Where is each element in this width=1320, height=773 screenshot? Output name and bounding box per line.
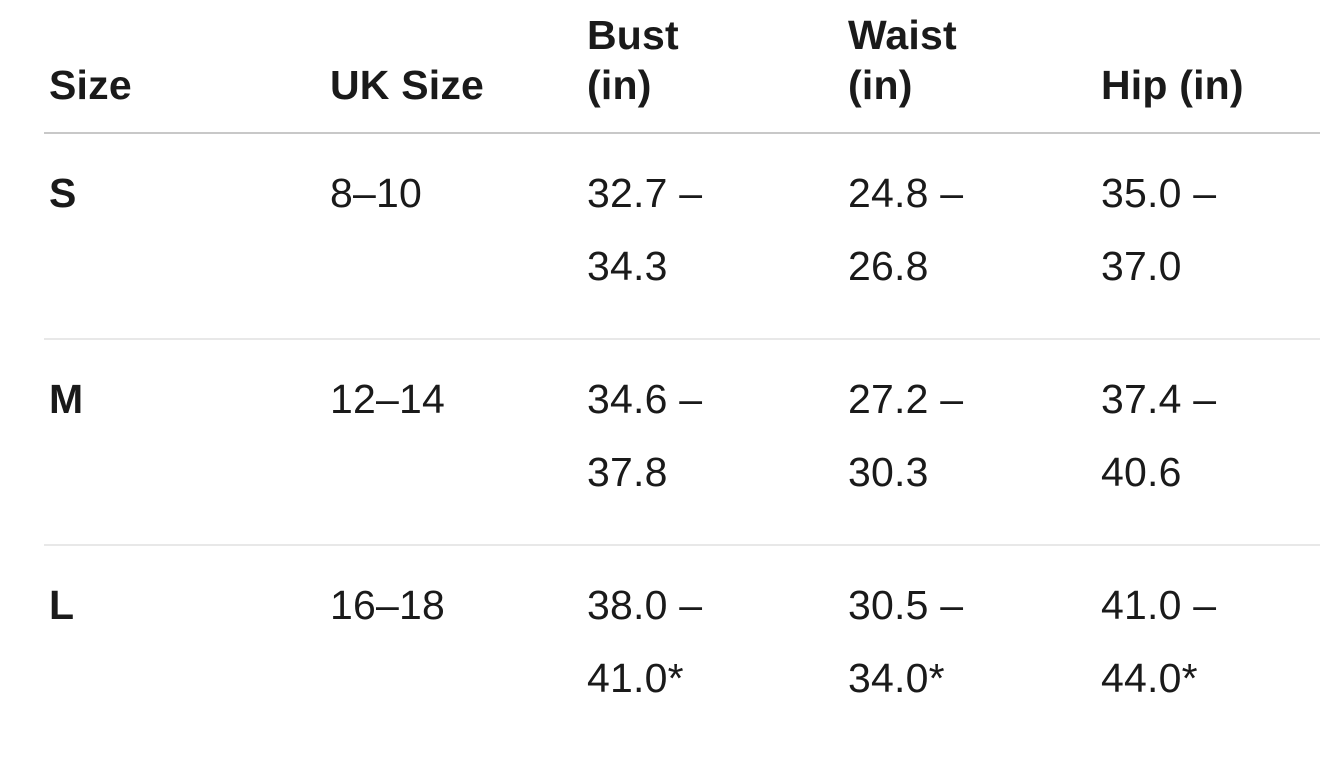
size-chart-table: Size UK Size Bust (in) Waist (in) Hip (i… xyxy=(44,0,1320,750)
cell-hip-s: 35.0 – 37.0 xyxy=(1101,170,1217,289)
cell-bust-s: 32.7 – 34.3 xyxy=(587,170,703,289)
cell-hip-m: 37.4 – 40.6 xyxy=(1096,338,1320,545)
cell-uk-size-l: 16–18 xyxy=(325,544,582,750)
cell-waist-l: 30.5 – 34.0* xyxy=(843,544,1096,750)
header-cell-bust: Bust (in) xyxy=(582,0,843,134)
header-row: Size UK Size Bust (in) Waist (in) Hip (i… xyxy=(44,0,1320,134)
cell-size-s: S xyxy=(49,170,77,216)
cell-bust-m: 34.6 – 37.8 xyxy=(582,338,843,545)
cell-size-l: L xyxy=(44,544,325,750)
size-chart-body: S 8–10 32.7 – 34.3 24.8 – 26.8 35.0 – 37… xyxy=(44,133,1320,750)
cell-uk-size-s: 8–10 xyxy=(330,170,423,216)
cell-bust-l: 38.0 – 41.0* xyxy=(582,544,843,750)
cell-waist-m: 27.2 – 30.3 xyxy=(843,338,1096,545)
header-cell-hip: Hip (in) xyxy=(1096,0,1320,134)
table-row-m: M 12–14 34.6 – 37.8 27.2 – 30.3 37.4 – 4… xyxy=(44,338,1320,545)
table-row-l: L 16–18 38.0 – 41.0* 30.5 – 34.0* 41.0 –… xyxy=(44,544,1320,750)
cell-waist-s: 24.8 – 26.8 xyxy=(848,170,964,289)
header-cell-size: Size xyxy=(44,0,325,134)
header-cell-waist: Waist (in) xyxy=(843,0,1096,134)
header-cell-uk-size: UK Size xyxy=(325,0,582,134)
cell-size-m: M xyxy=(44,338,325,545)
cell-hip-l: 41.0 – 44.0* xyxy=(1096,544,1320,750)
table-row-s: S 8–10 32.7 – 34.3 24.8 – 26.8 35.0 – 37… xyxy=(44,133,1320,339)
cell-uk-size-m: 12–14 xyxy=(325,338,582,545)
size-chart-header: Size UK Size Bust (in) Waist (in) Hip (i… xyxy=(44,0,1320,134)
